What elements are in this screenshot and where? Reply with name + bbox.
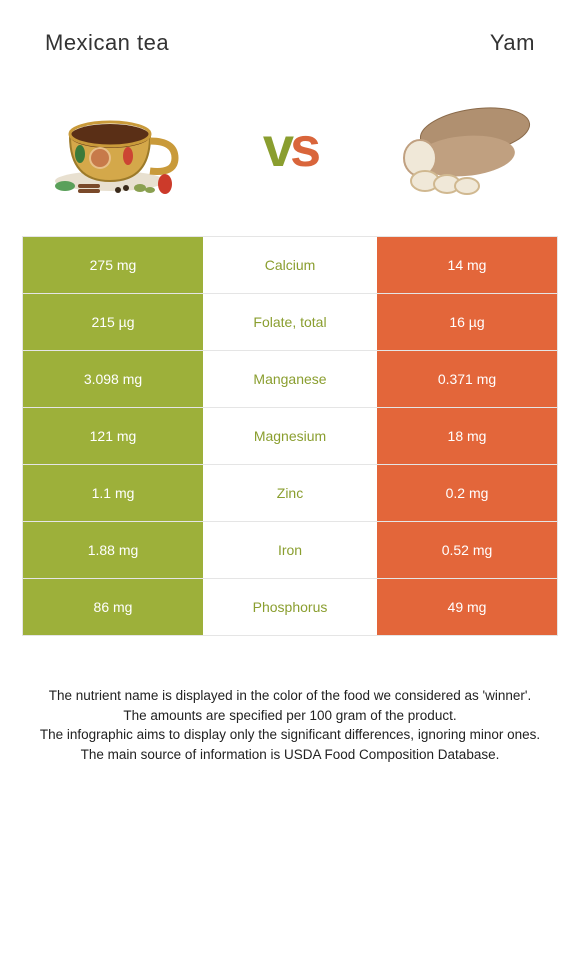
footer-line: The infographic aims to display only the…	[35, 725, 545, 745]
left-value: 1.88 mg	[23, 522, 203, 578]
vs-v: v	[263, 115, 290, 178]
left-value: 275 mg	[23, 237, 203, 293]
left-value: 86 mg	[23, 579, 203, 635]
nutrient-row: 215 µgFolate, total16 µg	[23, 294, 557, 351]
right-value: 16 µg	[377, 294, 557, 350]
right-value: 0.2 mg	[377, 465, 557, 521]
nutrient-name: Zinc	[203, 465, 377, 521]
nutrient-name: Calcium	[203, 237, 377, 293]
header: Mexican tea Yam	[20, 20, 560, 76]
nutrient-name: Iron	[203, 522, 377, 578]
nutrient-name: Phosphorus	[203, 579, 377, 635]
nutrient-row: 121 mgMagnesium18 mg	[23, 408, 557, 465]
nutrient-name: Manganese	[203, 351, 377, 407]
left-food-title: Mexican tea	[45, 30, 169, 56]
right-food-title: Yam	[490, 30, 535, 56]
nutrient-table: 275 mgCalcium14 mg215 µgFolate, total16 …	[22, 236, 558, 636]
right-value: 0.52 mg	[377, 522, 557, 578]
nutrient-row: 1.88 mgIron0.52 mg	[23, 522, 557, 579]
footer-line: The main source of information is USDA F…	[35, 745, 545, 765]
mexican-tea-image	[40, 86, 195, 206]
yam-image	[385, 86, 540, 206]
footer-notes: The nutrient name is displayed in the co…	[20, 636, 560, 764]
right-value: 49 mg	[377, 579, 557, 635]
vs-label: vs	[263, 114, 317, 179]
nutrient-row: 3.098 mgManganese0.371 mg	[23, 351, 557, 408]
left-value: 3.098 mg	[23, 351, 203, 407]
nutrient-row: 1.1 mgZinc0.2 mg	[23, 465, 557, 522]
right-value: 18 mg	[377, 408, 557, 464]
vs-s: s	[290, 115, 317, 178]
left-value: 1.1 mg	[23, 465, 203, 521]
right-value: 0.371 mg	[377, 351, 557, 407]
nutrient-row: 86 mgPhosphorus49 mg	[23, 579, 557, 635]
nutrient-name: Folate, total	[203, 294, 377, 350]
right-value: 14 mg	[377, 237, 557, 293]
left-value: 121 mg	[23, 408, 203, 464]
footer-line: The nutrient name is displayed in the co…	[35, 686, 545, 706]
nutrient-name: Magnesium	[203, 408, 377, 464]
left-value: 215 µg	[23, 294, 203, 350]
footer-line: The amounts are specified per 100 gram o…	[35, 706, 545, 726]
visual-row: vs	[20, 76, 560, 236]
nutrient-row: 275 mgCalcium14 mg	[23, 237, 557, 294]
